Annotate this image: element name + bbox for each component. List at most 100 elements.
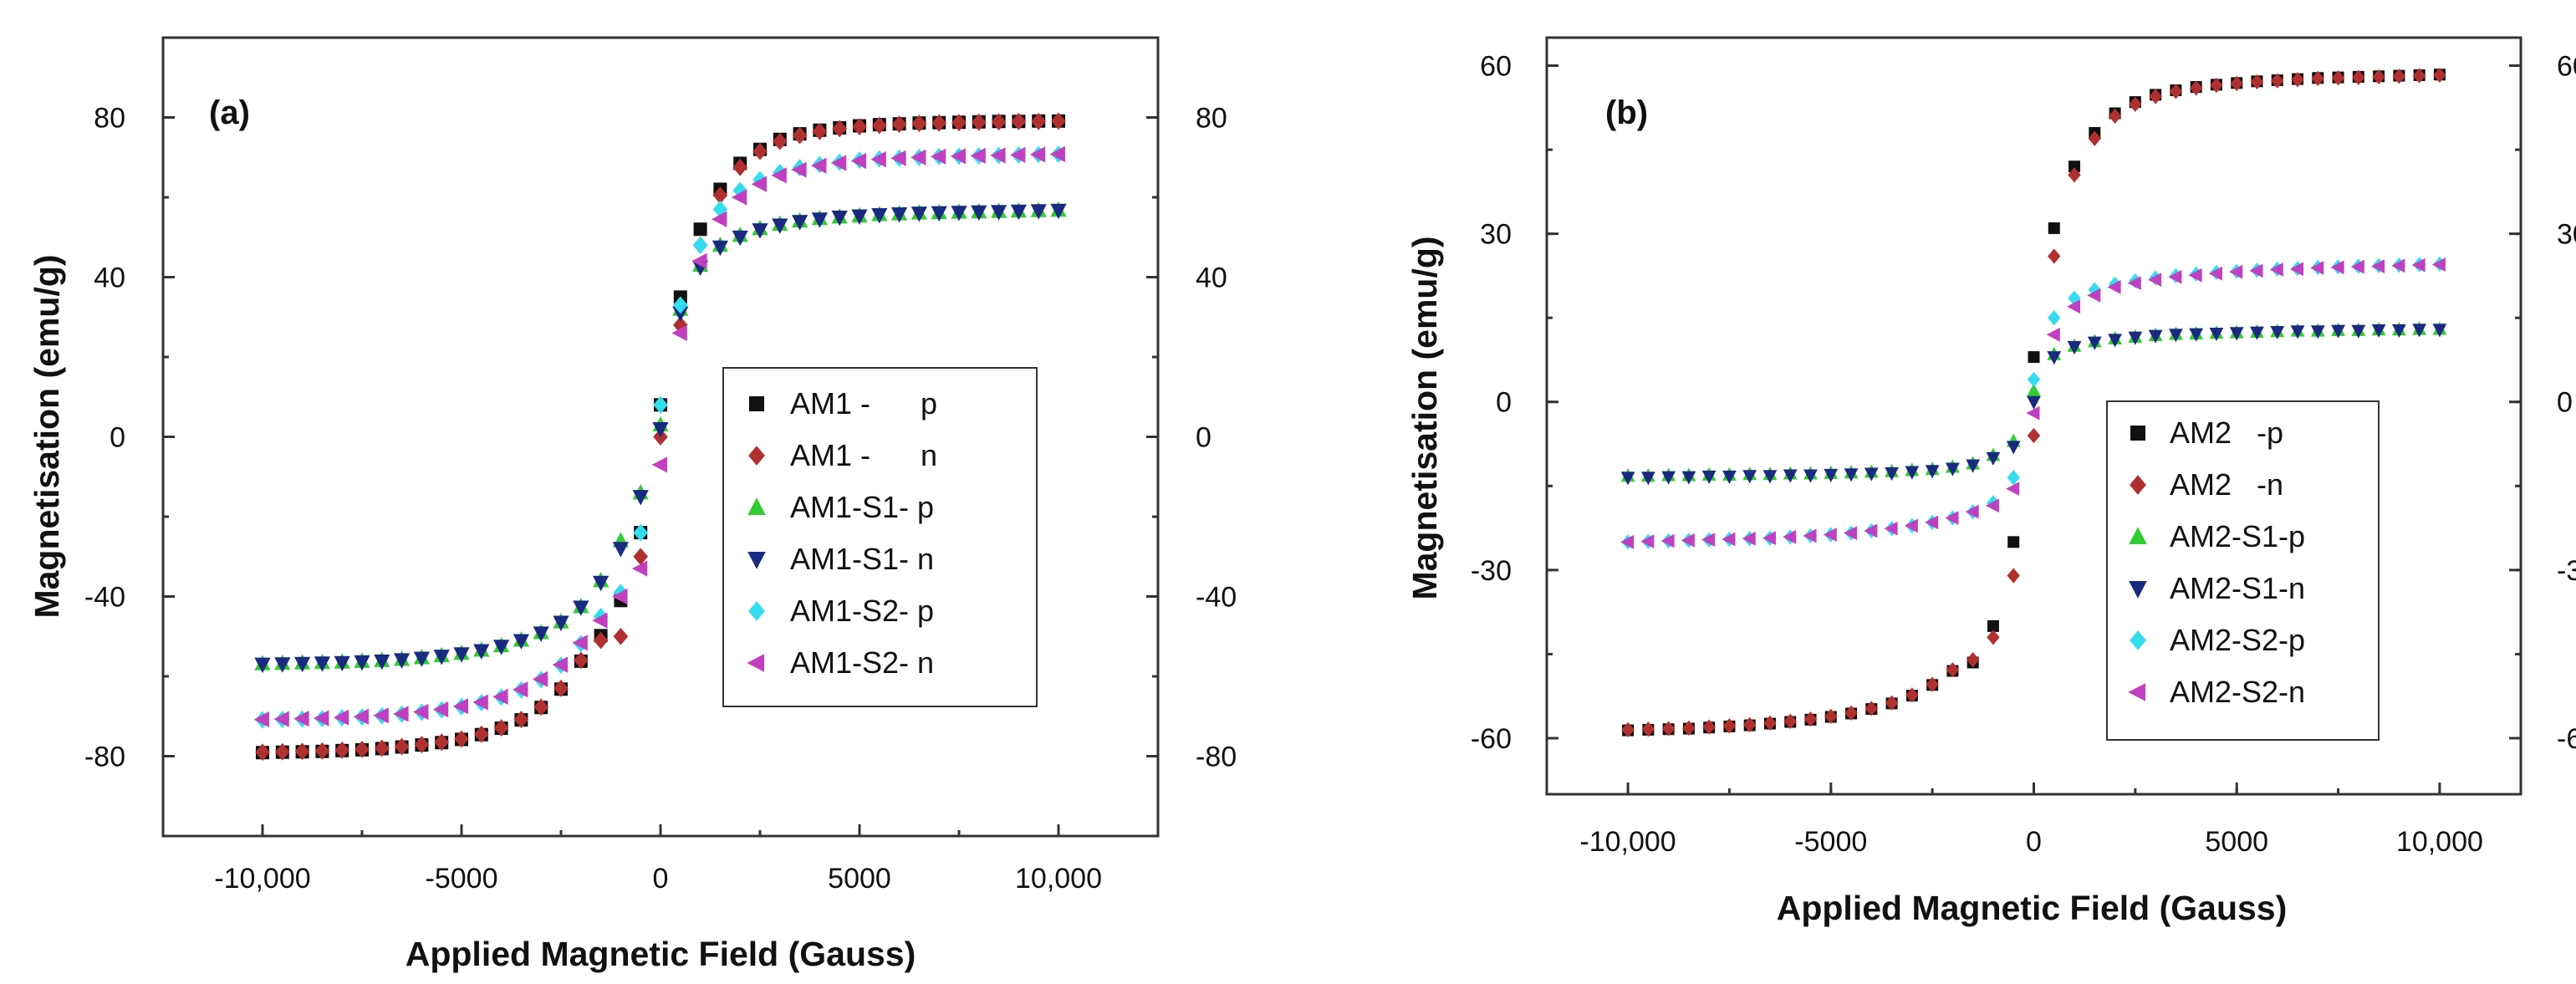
data-point: [732, 230, 748, 247]
data-point: [1986, 451, 2001, 466]
data-point: [2372, 69, 2385, 85]
y-tick-label-right: 60: [2557, 51, 2576, 83]
legend-marker: [747, 654, 764, 672]
data-point: [911, 115, 927, 133]
data-point: [2209, 327, 2224, 342]
data-point: [2149, 89, 2162, 105]
data-point: [513, 681, 528, 698]
data-point: [2189, 80, 2203, 96]
y-tick-label-left: 80: [94, 103, 125, 135]
data-point: [2068, 161, 2081, 173]
data-point: [355, 740, 370, 758]
data-point: [811, 212, 828, 228]
data-point: [1925, 515, 1939, 530]
legend-label: AM1-S1- p: [790, 490, 934, 524]
data-point: [473, 644, 490, 660]
data-point: [573, 600, 589, 616]
data-point: [1660, 533, 1675, 548]
data-point: [2270, 325, 2285, 340]
x-tick-label: -5000: [426, 863, 498, 895]
data-point: [2331, 324, 2345, 339]
y-tick-label-right: 30: [2557, 219, 2576, 251]
data-point: [532, 670, 548, 687]
data-point: [1011, 112, 1027, 130]
data-point: [632, 490, 649, 506]
data-point: [592, 612, 608, 629]
data-point: [275, 742, 290, 761]
legend-label: AM2-S1-p: [2170, 519, 2305, 553]
data-point: [1763, 715, 1777, 731]
data-point: [890, 150, 906, 166]
data-point: [811, 157, 827, 174]
data-point: [832, 120, 847, 138]
data-point: [2431, 257, 2446, 272]
data-points-b: [1620, 67, 2447, 738]
data-point: [1762, 470, 1778, 484]
y-tick-label-left: 30: [1480, 219, 1512, 251]
data-point: [1987, 619, 1999, 632]
data-point: [2250, 326, 2264, 340]
y-tick-label-right: 0: [2557, 387, 2573, 419]
data-point: [1722, 470, 1737, 484]
data-point: [2108, 108, 2122, 124]
data-point: [1885, 467, 1900, 481]
data-point: [911, 149, 926, 166]
data-point: [432, 701, 449, 718]
legend-label: AM1-S2- n: [790, 645, 934, 680]
legend-marker: [2130, 475, 2146, 495]
data-point: [493, 719, 509, 737]
x-tick-label: 10,000: [1015, 863, 1102, 895]
data-point: [2168, 269, 2182, 284]
data-point: [1722, 532, 1736, 547]
ticks-b: -10,000 -5000 0 5000 10,000 -60 -60 -30 -30 0 0 30 3…: [1471, 51, 2576, 858]
data-point: [553, 679, 569, 697]
data-point: [1029, 146, 1046, 163]
data-point: [752, 223, 768, 239]
data-point: [1681, 533, 1695, 548]
series-a-4: [254, 203, 1067, 674]
data-point: [593, 631, 609, 650]
data-point: [673, 296, 688, 314]
data-point: [1682, 720, 1696, 736]
y-tick-label-left: 60: [1480, 51, 1512, 83]
data-point: [354, 655, 370, 671]
y-tick-label-left: 0: [110, 422, 125, 454]
legend-label: AM2-S1-n: [2170, 571, 2305, 605]
data-point: [692, 236, 708, 254]
data-point: [850, 152, 866, 170]
data-point: [1844, 705, 1858, 721]
data-point: [314, 710, 329, 727]
x-axis-label-a: Applied Magnetic Field (Gauss): [406, 935, 916, 973]
y-axis-label-b: Magnetisation (emu/g): [1405, 236, 1444, 599]
data-point: [2068, 167, 2081, 183]
data-point: [2412, 68, 2426, 84]
data-point: [2087, 288, 2101, 303]
data-point: [274, 657, 291, 673]
data-point: [671, 324, 687, 341]
data-points-a: [253, 112, 1067, 762]
data-point: [2392, 69, 2406, 84]
data-point: [2108, 334, 2122, 348]
data-point: [2027, 383, 2041, 397]
data-point: [255, 743, 270, 762]
data-point: [2148, 329, 2163, 344]
data-point: [1620, 472, 1635, 486]
data-point: [2168, 329, 2183, 343]
data-point: [294, 656, 311, 673]
data-point: [1946, 662, 1960, 678]
data-point: [812, 122, 828, 140]
data-point: [991, 205, 1007, 221]
panel-b: (b) Applied Magnetic Field (Gauss) Magne…: [1405, 36, 2576, 927]
data-point: [1925, 465, 1940, 479]
data-point: [631, 560, 648, 577]
series-b-6: [1620, 257, 2446, 549]
data-point: [513, 711, 529, 728]
legend-marker: [2130, 426, 2145, 441]
data-point: [2291, 72, 2304, 88]
data-point: [2271, 73, 2284, 89]
data-point: [2350, 259, 2364, 274]
data-point: [454, 730, 469, 748]
panel-a: (a) Applied Magnetic Field (Gauss) Magne…: [28, 36, 1237, 973]
data-point: [930, 148, 946, 165]
series-a-6: [253, 145, 1065, 728]
